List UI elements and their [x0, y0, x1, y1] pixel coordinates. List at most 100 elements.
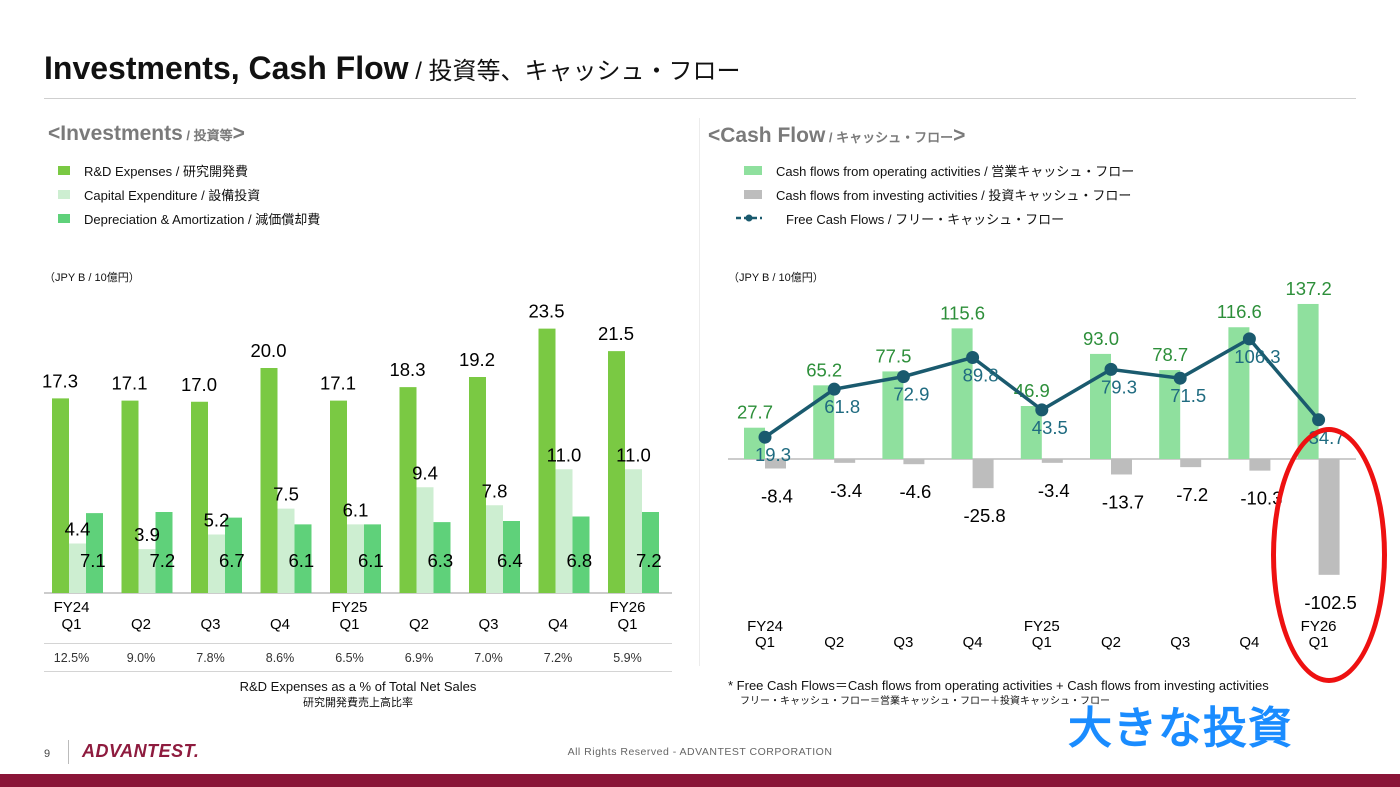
- legend-item-capex: Capital Expenditure / 設備投資: [58, 182, 320, 206]
- investments-unit-label: （JPY B / 10億円）: [44, 272, 140, 284]
- label-da-5: 6.3: [427, 550, 453, 571]
- fcf-point-3: [966, 351, 980, 365]
- ratio-cell-2: 7.8%: [196, 651, 225, 665]
- label-da-2: 6.7: [219, 550, 245, 571]
- promo-caption: 大きな投資: [1068, 704, 1293, 753]
- label-rd-6: 19.2: [459, 349, 495, 370]
- bar-capex-0: [69, 543, 86, 593]
- bar-da-8: [642, 512, 659, 593]
- bar-operating-1: [813, 385, 835, 459]
- bar-rd-0: [52, 398, 69, 593]
- label-investing-1: -3.4: [830, 480, 862, 501]
- fcf-point-6: [1173, 371, 1187, 385]
- label-da-4: 6.1: [358, 550, 384, 571]
- cashflow-chart: 27.7-8.4FY24Q165.2-3.4Q277.5-4.6Q3115.6-…: [728, 278, 1357, 651]
- page-title: Investments, Cash Flow / 投資等、キャッシュ・フロー: [44, 50, 741, 87]
- fcf-point-1: [827, 382, 841, 396]
- label-capex-4: 6.1: [343, 499, 369, 520]
- label-rd-1: 17.1: [111, 373, 147, 394]
- bar-investing-5: [1111, 459, 1132, 475]
- cat-label-1: Q2: [131, 616, 151, 633]
- cf-cat-label-2: Q3: [893, 634, 913, 651]
- cashflow-section-title: <Cash Flow / キャッシュ・フロー>: [708, 124, 966, 147]
- page-title-en: Investments, Cash Flow: [44, 50, 409, 86]
- label-capex-8: 11.0: [616, 444, 651, 465]
- investments-section-title: <Investments / 投資等>: [48, 122, 245, 145]
- label-da-8: 7.2: [636, 550, 662, 571]
- cf-cat-label-1: Q2: [824, 634, 844, 651]
- cat-label-6: Q3: [478, 616, 498, 633]
- bar-rd-8: [608, 351, 625, 593]
- label-operating-3: 115.6: [940, 302, 985, 323]
- ratio-bottom-rule: [44, 671, 672, 672]
- legend-swatch-rd: [58, 165, 70, 175]
- cf-cat-label-top-0: FY24: [747, 618, 783, 635]
- bar-da-4: [364, 524, 381, 593]
- bar-rd-6: [469, 377, 486, 593]
- brand-bar: [0, 774, 1400, 787]
- label-investing-0: -8.4: [761, 485, 793, 506]
- label-capex-0: 4.4: [65, 519, 91, 540]
- bar-rd-5: [399, 387, 417, 593]
- copyright: All Rights Reserved - ADVANTEST CORPORAT…: [567, 746, 833, 758]
- ratio-cell-4: 6.5%: [335, 651, 364, 665]
- bar-rd-7: [538, 328, 556, 593]
- fcf-footnote-jp: フリー・キャッシュ・フロー＝営業キャッシュ・フロー＋投資キャッシュ・フロー: [740, 696, 1110, 707]
- section-divider: [699, 118, 700, 666]
- ratio-caption-jp: 研究開発費売上高比率: [303, 697, 413, 709]
- bar-operating-2: [882, 371, 904, 459]
- label-investing-4: -3.4: [1038, 480, 1070, 501]
- ratio-cell-1: 9.0%: [126, 651, 156, 665]
- cat-label-2: Q3: [200, 616, 220, 633]
- cat-label-3: Q4: [270, 616, 290, 633]
- label-operating-1: 65.2: [806, 359, 842, 380]
- investments-chart: 17.34.47.1FY24Q117.13.97.2Q217.05.26.7Q3…: [42, 301, 672, 633]
- cat-label-top-8: FY26: [610, 599, 646, 616]
- cf-cat-label-7: Q4: [1239, 634, 1259, 651]
- cf-cat-label-5: Q2: [1101, 634, 1121, 651]
- cat-label-4: Q1: [339, 616, 359, 633]
- cf-cat-label-3: Q4: [963, 634, 983, 651]
- bar-da-6: [503, 521, 520, 593]
- legend-swatch-investing: [744, 189, 762, 199]
- label-rd-3: 20.0: [250, 340, 286, 361]
- fcf-label-6: 71.5: [1170, 385, 1206, 406]
- legend-swatch-operating: [744, 165, 762, 175]
- bar-capex-1: [138, 549, 156, 593]
- label-da-0: 7.1: [80, 550, 106, 571]
- bar-capex-7: [555, 469, 573, 593]
- legend-label-fcf: Free Cash Flows / フリー・キャッシュ・フロー: [786, 211, 1065, 227]
- ratio-caption-en: R&D Expenses as a % of Total Net Sales: [239, 679, 477, 694]
- cat-label-top-4: FY25: [332, 599, 368, 616]
- bar-capex-5: [416, 487, 434, 593]
- legend-swatch-fcf: [736, 214, 762, 222]
- legend-item-fcf: Free Cash Flows / フリー・キャッシュ・フロー: [736, 206, 1134, 230]
- bar-investing-1: [834, 459, 856, 463]
- fcf-label-4: 43.5: [1032, 417, 1068, 438]
- legend-item-investing: Cash flows from investing activities / 投…: [744, 182, 1134, 206]
- footer-divider: [68, 740, 69, 764]
- highlight-circle: [1271, 427, 1387, 683]
- label-capex-7: 11.0: [547, 444, 582, 465]
- label-capex-3: 7.5: [273, 484, 299, 505]
- bar-capex-4: [347, 524, 364, 593]
- advantest-logo: ADVANTEST.: [82, 741, 200, 761]
- investments-legend: R&D Expenses / 研究開発費 Capital Expenditure…: [58, 158, 320, 230]
- fcf-label-5: 79.3: [1101, 376, 1137, 397]
- legend-label-capex: Capital Expenditure / 設備投資: [84, 187, 261, 203]
- label-rd-8: 21.5: [598, 323, 634, 344]
- label-operating-2: 77.5: [875, 345, 911, 366]
- label-rd-7: 23.5: [528, 301, 564, 322]
- cf-cat-label-4: Q1: [1032, 634, 1052, 651]
- label-investing-7: -10.3: [1240, 488, 1282, 509]
- ratio-cell-7: 7.2%: [543, 651, 573, 665]
- label-investing-2: -4.6: [899, 481, 931, 502]
- legend-swatch-da: [58, 213, 70, 223]
- bar-investing-6: [1180, 459, 1202, 468]
- fcf-point-2: [896, 370, 910, 384]
- bar-da-7: [572, 516, 590, 593]
- label-investing-5: -13.7: [1102, 491, 1144, 512]
- title-divider: [44, 98, 1356, 99]
- label-investing-3: -25.8: [964, 505, 1006, 526]
- legend-item-operating: Cash flows from operating activities / 営…: [744, 158, 1134, 182]
